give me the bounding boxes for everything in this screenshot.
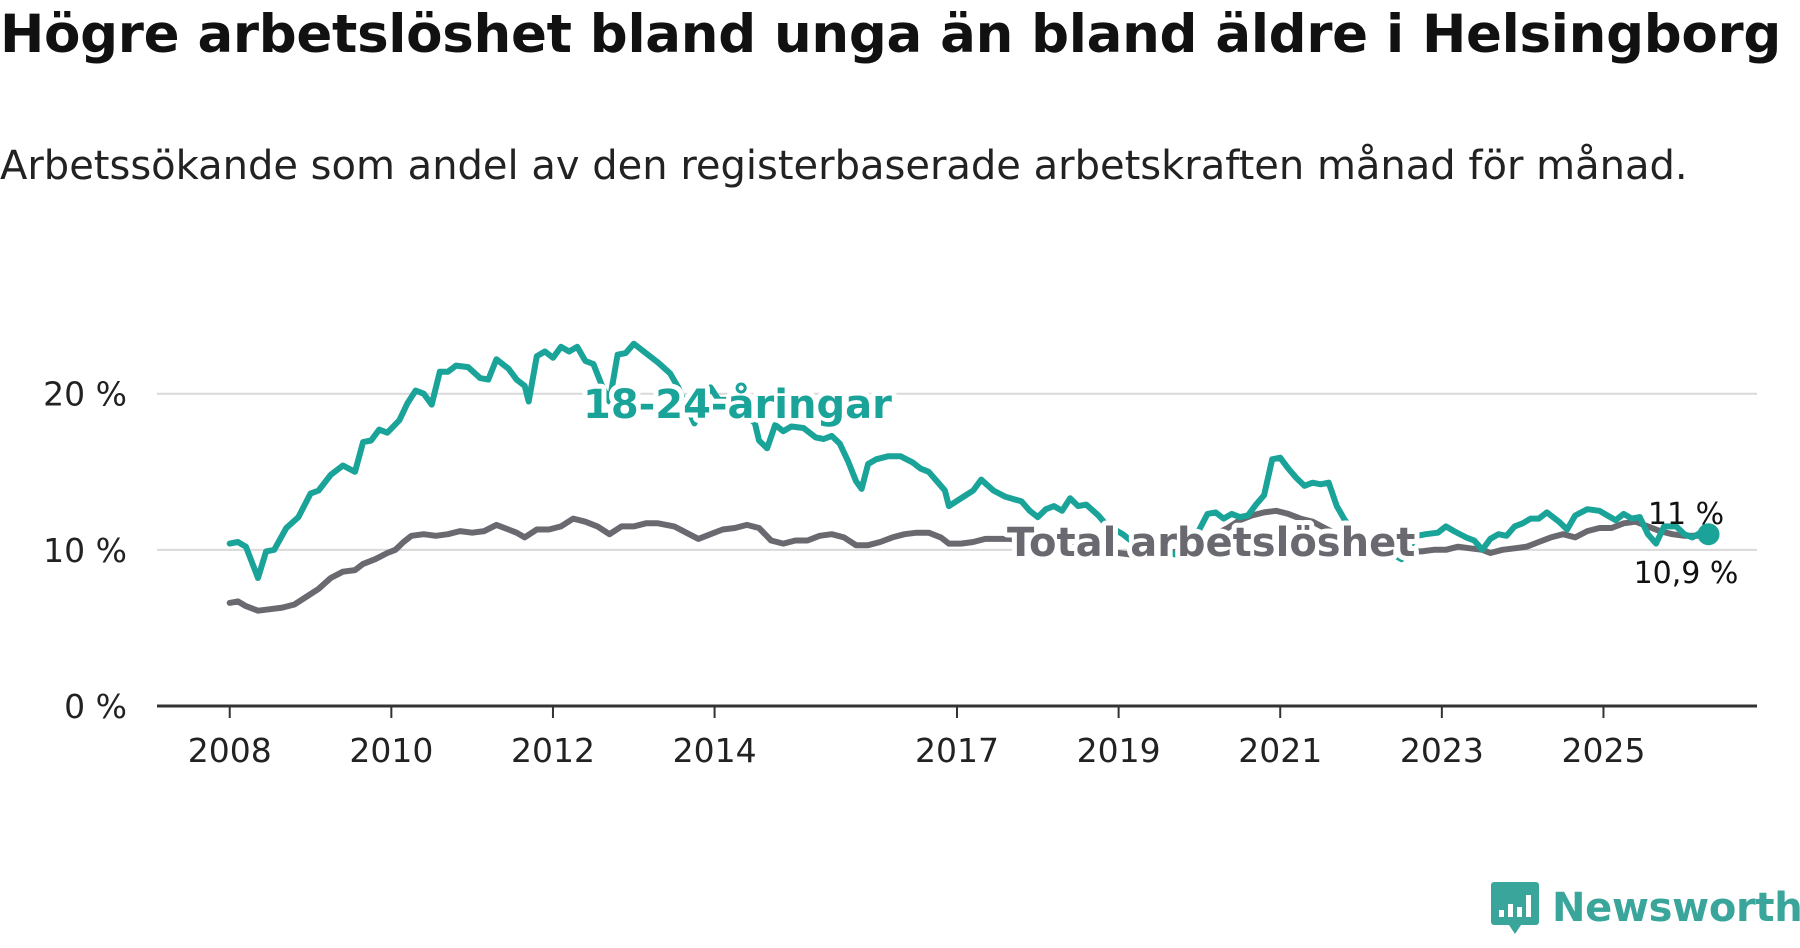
series-line-total [226, 507, 1712, 614]
y-tick-label: 0 % [64, 687, 127, 726]
total-end-value: 10,9 % [1634, 556, 1739, 591]
youth-end-value: 11 % [1648, 497, 1724, 532]
newsworthy-logo: Newsworthy [1490, 880, 1800, 936]
x-tick-label: 2012 [511, 731, 595, 770]
series-label-youth: 18-24-åringar [583, 381, 892, 428]
chart-subtitle: Arbetssökande som andel av den registerb… [0, 143, 1688, 189]
y-tick-label: 20 % [43, 375, 127, 414]
x-tick-label: 2014 [673, 731, 757, 770]
x-tick-label: 2023 [1400, 731, 1484, 770]
y-tick-label: 10 % [43, 531, 127, 570]
brand-name: Newsworthy [1552, 885, 1800, 931]
series-lines [226, 340, 1720, 614]
youth-end-marker [1697, 523, 1720, 546]
x-tick-label: 2019 [1077, 731, 1161, 770]
x-tick-label: 2025 [1561, 731, 1645, 770]
x-tick-label: 2010 [349, 731, 433, 770]
y-axis-ticks: 0 % 10 % 20 % [43, 375, 127, 726]
series-labels: 18-24-åringar Total arbetslöshet 11 % 10,9 … [578, 376, 1739, 591]
series-label-total: Total arbetslöshet [1007, 520, 1415, 566]
chart-title: Högre arbetslöshet bland unga än bland ä… [0, 4, 1781, 65]
newsworthy-logo-icon [1491, 882, 1539, 934]
x-tick-label: 2008 [188, 731, 272, 770]
x-tick-label: 2017 [915, 731, 999, 770]
series-line-youth [226, 340, 1712, 581]
x-axis-ticks: 2008 2010 2012 2014 2017 2019 2021 2023 2025 [188, 706, 1645, 770]
x-tick-label: 2021 [1238, 731, 1322, 770]
